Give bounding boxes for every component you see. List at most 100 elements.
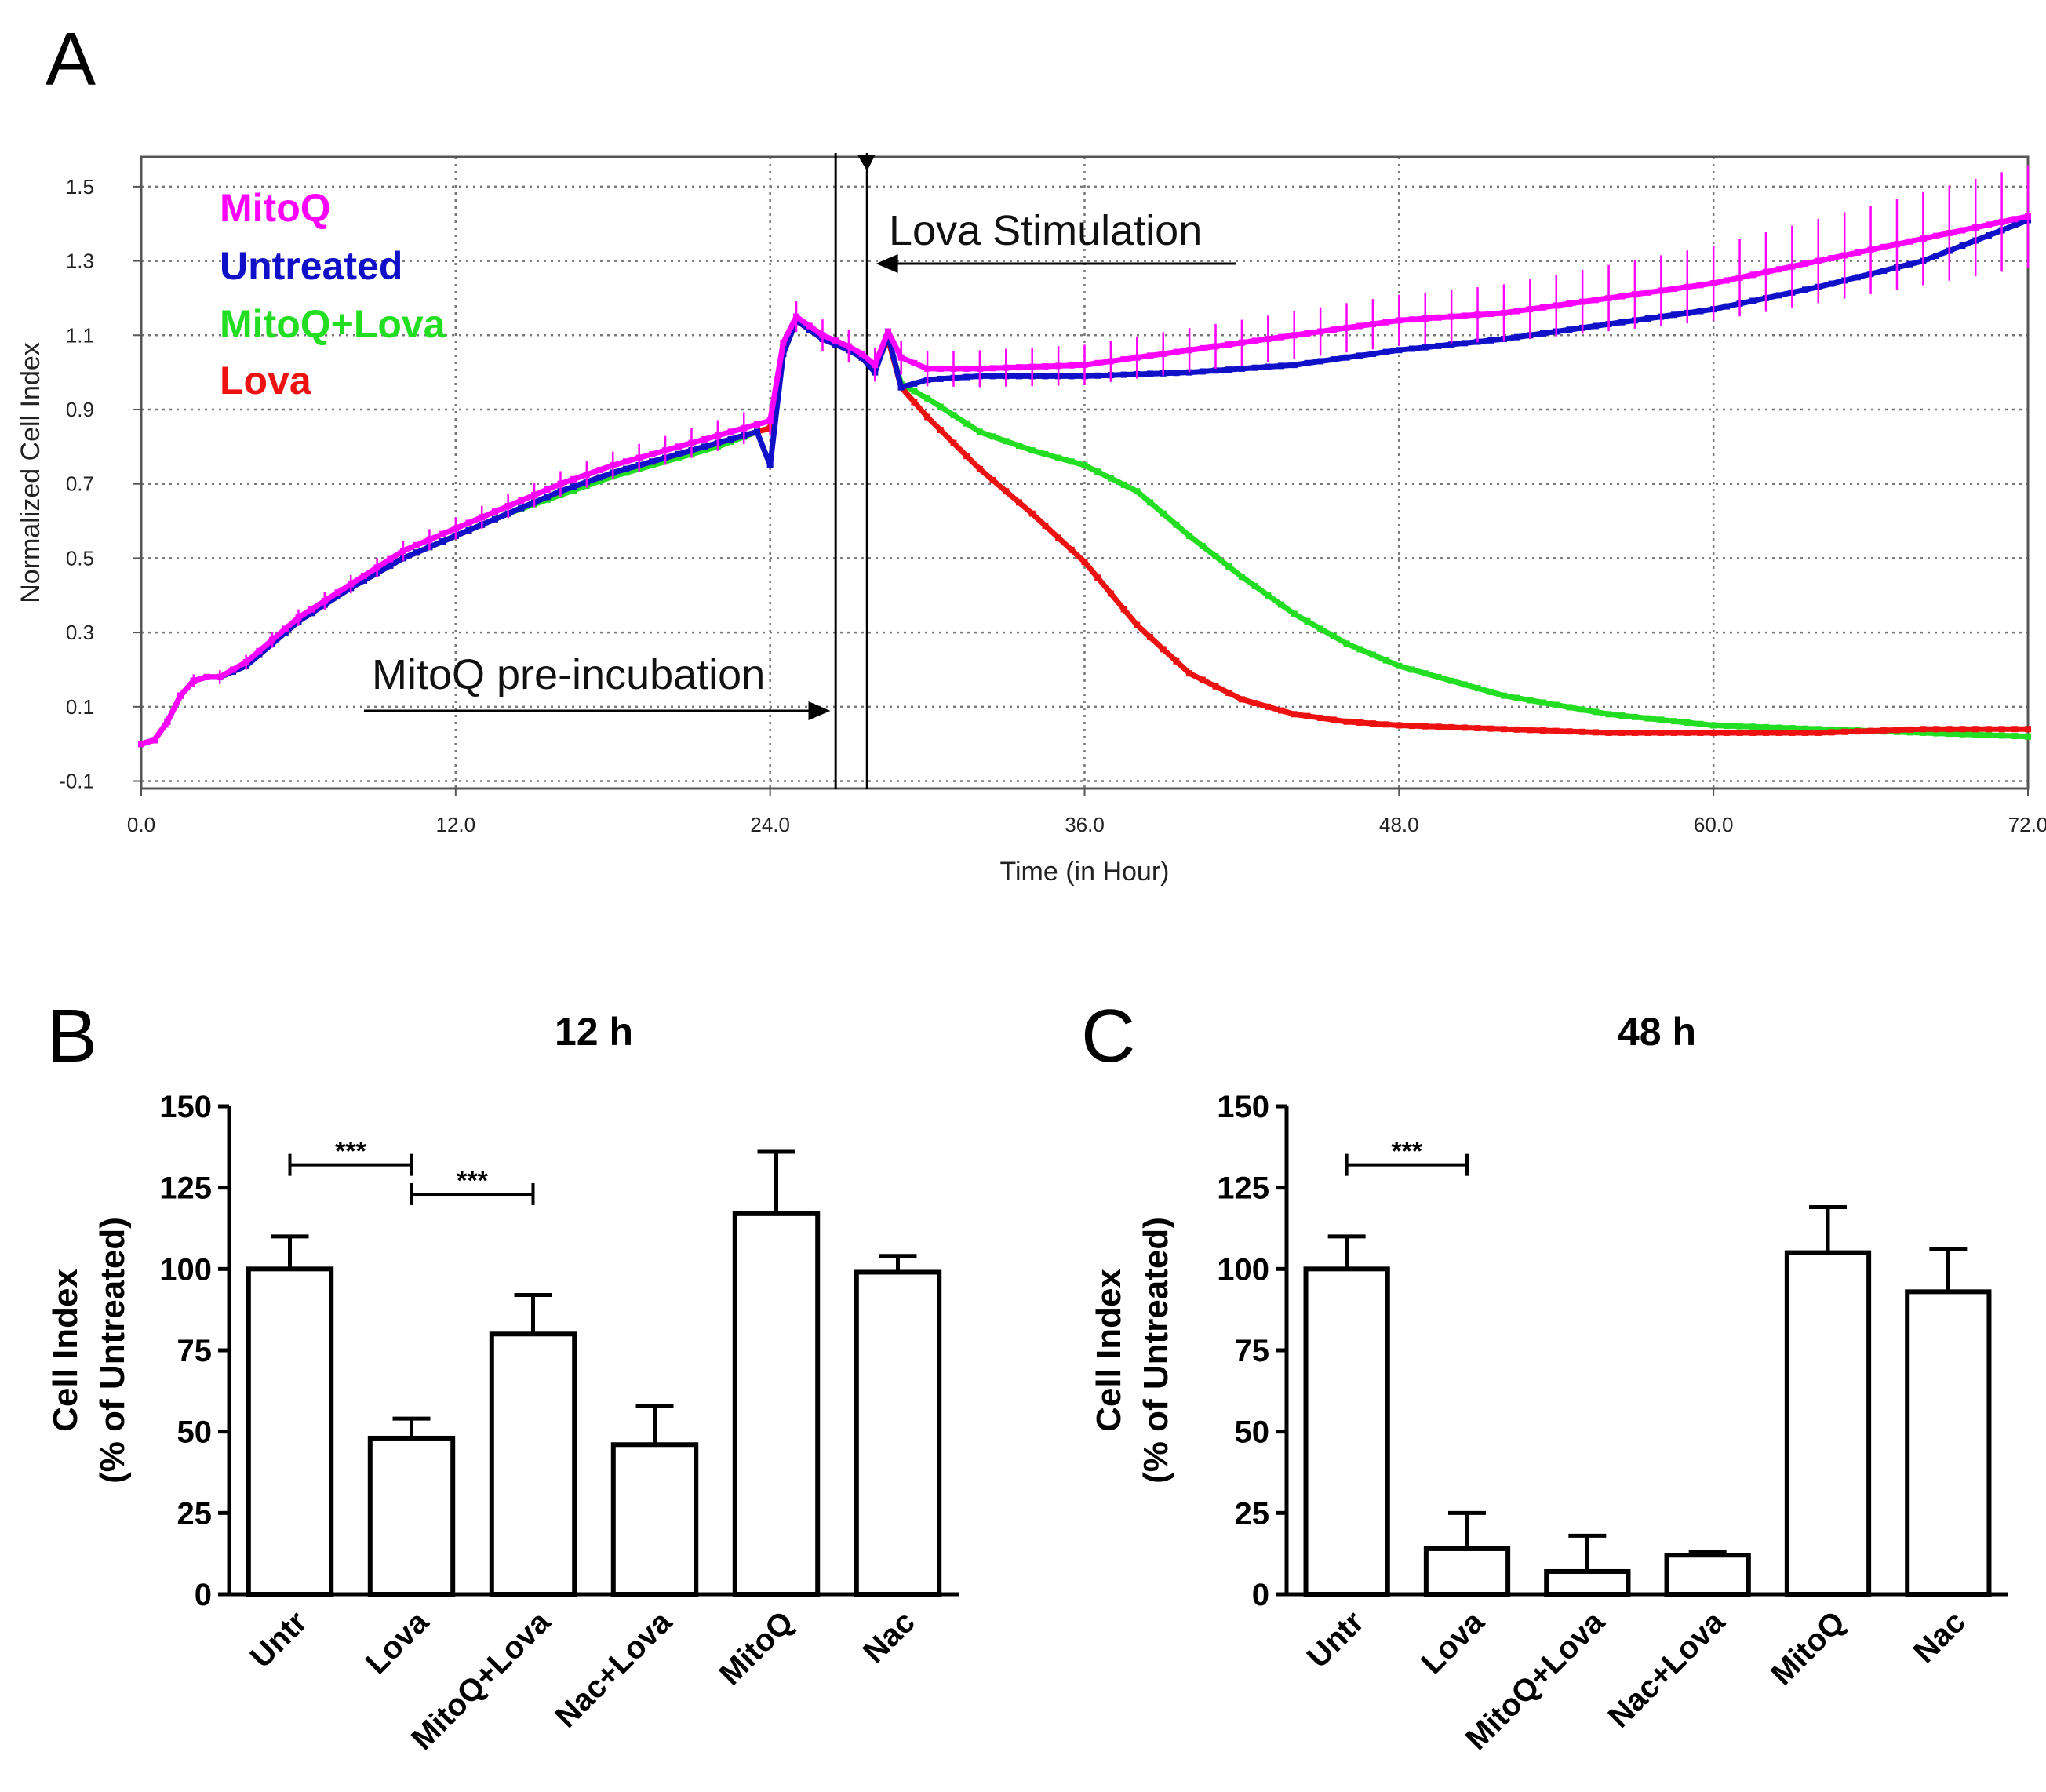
a-data-point: [1461, 312, 1468, 319]
a-stimulation-marker-triangle: [857, 155, 876, 171]
a-data-point: [649, 458, 656, 465]
a-data-point: [963, 453, 970, 460]
a-data-point: [622, 458, 629, 465]
a-data-point: [1684, 729, 1691, 736]
a-data-point: [1985, 232, 1992, 239]
a-data-point: [1540, 727, 1547, 734]
a-data-point: [570, 483, 577, 490]
a-data-point: [1749, 297, 1757, 304]
a-data-point: [1461, 340, 1468, 347]
a-x-tick-label: 36.0: [1065, 813, 1105, 836]
a-data-point: [1448, 677, 1455, 684]
a-data-point: [1225, 563, 1232, 570]
a-data-point: [282, 625, 289, 632]
a-data-point: [2011, 222, 2019, 229]
a-data-point: [1422, 344, 1429, 351]
a-data-point: [1618, 319, 1626, 326]
a-data-point: [1723, 303, 1730, 310]
a-data-point: [1120, 606, 1127, 613]
significance-label: ***: [335, 1137, 366, 1167]
a-data-point: [387, 555, 394, 563]
a-data-point: [1068, 373, 1075, 380]
a-data-point: [911, 380, 918, 387]
a-data-point: [1382, 348, 1389, 355]
a-data-point: [1697, 720, 1704, 727]
a-data-point: [1304, 359, 1311, 366]
a-data-point: [1985, 726, 1992, 733]
a-x-axis-label: Time (in Hour): [1000, 857, 1170, 887]
a-data-point: [1134, 488, 1141, 495]
a-data-point: [1579, 706, 1586, 713]
a-data-point: [177, 692, 184, 699]
a-data-point: [1382, 657, 1389, 664]
bar-nac-plus-lova: [1664, 1553, 1751, 1597]
a-data-point: [360, 572, 367, 579]
a-data-point: [1815, 726, 1822, 733]
a-data-point: [1920, 726, 1927, 733]
a-data-point: [1068, 362, 1075, 369]
a-data-point: [1644, 729, 1651, 736]
a-data-point: [1448, 341, 1455, 348]
a-data-point: [1317, 715, 1324, 722]
category-label: MitoQ: [713, 1604, 800, 1692]
a-data-point: [806, 326, 813, 333]
a-data-point: [1330, 716, 1337, 723]
a-data-point: [1880, 243, 1888, 250]
a-data-point: [1251, 582, 1258, 589]
a-data-point: [1736, 723, 1743, 730]
a-data-point: [884, 328, 891, 335]
a-data-point: [1304, 330, 1311, 337]
bar-lova: [367, 1435, 456, 1597]
a-data-point: [1225, 366, 1232, 373]
y-label-line-1: Cell Index: [46, 1269, 85, 1432]
a-data-point: [334, 589, 341, 596]
a-data-point: [976, 465, 983, 472]
a-data-point: [1985, 221, 1992, 228]
a-series-mitoq: [138, 165, 2031, 748]
y-tick-label: 150: [1217, 1090, 1269, 1124]
a-data-point: [1644, 715, 1651, 722]
a-y-ticks: -0.1 0.1 0.3 0.5 0.7 0.9 1.1 1.3 1.5: [59, 175, 141, 793]
a-data-point: [1396, 347, 1403, 354]
a-data-point: [203, 673, 210, 680]
panel-label-c: C: [1081, 994, 1135, 1078]
a-data-point: [1631, 729, 1638, 736]
a-data-point: [1775, 729, 1782, 736]
a-x-ticks: 0.0 12.0 24.0 36.0 48.0 60.0 72.0: [127, 789, 2046, 836]
a-data-point: [1369, 720, 1376, 727]
a-y-tick-label: 0.3: [66, 621, 94, 644]
a-data-point: [1723, 729, 1730, 736]
category-label: Lova: [359, 1604, 436, 1681]
a-data-point: [1094, 359, 1101, 366]
a-data-point: [491, 515, 498, 523]
a-data-point: [1212, 683, 1219, 690]
a-data-point: [439, 530, 446, 537]
a-data-point: [1802, 286, 1809, 293]
a-data-point: [1527, 727, 1534, 734]
a-data-point: [1304, 617, 1311, 625]
a-y-tick-label: 0.7: [66, 472, 94, 496]
a-data-point: [1697, 308, 1704, 315]
a-data-point: [1369, 651, 1376, 658]
a-data-point: [1238, 696, 1245, 703]
a-data-point: [256, 651, 263, 658]
a-data-point: [1592, 708, 1599, 716]
significance-label: ***: [1391, 1137, 1422, 1167]
a-data-point: [1697, 282, 1704, 289]
a-data-point: [1422, 723, 1429, 730]
a-data-point: [1317, 625, 1324, 632]
a-data-point: [1055, 454, 1062, 461]
a-data-point: [727, 428, 734, 435]
a-data-point: [1933, 730, 1940, 737]
bar-nac-plus-lova: [610, 1442, 699, 1597]
panel-label-a: A: [46, 17, 96, 101]
a-data-point: [1985, 731, 1992, 738]
a-data-point: [1409, 723, 1416, 730]
a-data-point: [1802, 725, 1809, 732]
a-data-point: [1120, 356, 1127, 363]
significance-label: ***: [457, 1166, 488, 1196]
a-data-point: [138, 741, 144, 748]
a-data-point: [1644, 289, 1651, 296]
a-data-point: [1579, 728, 1586, 735]
